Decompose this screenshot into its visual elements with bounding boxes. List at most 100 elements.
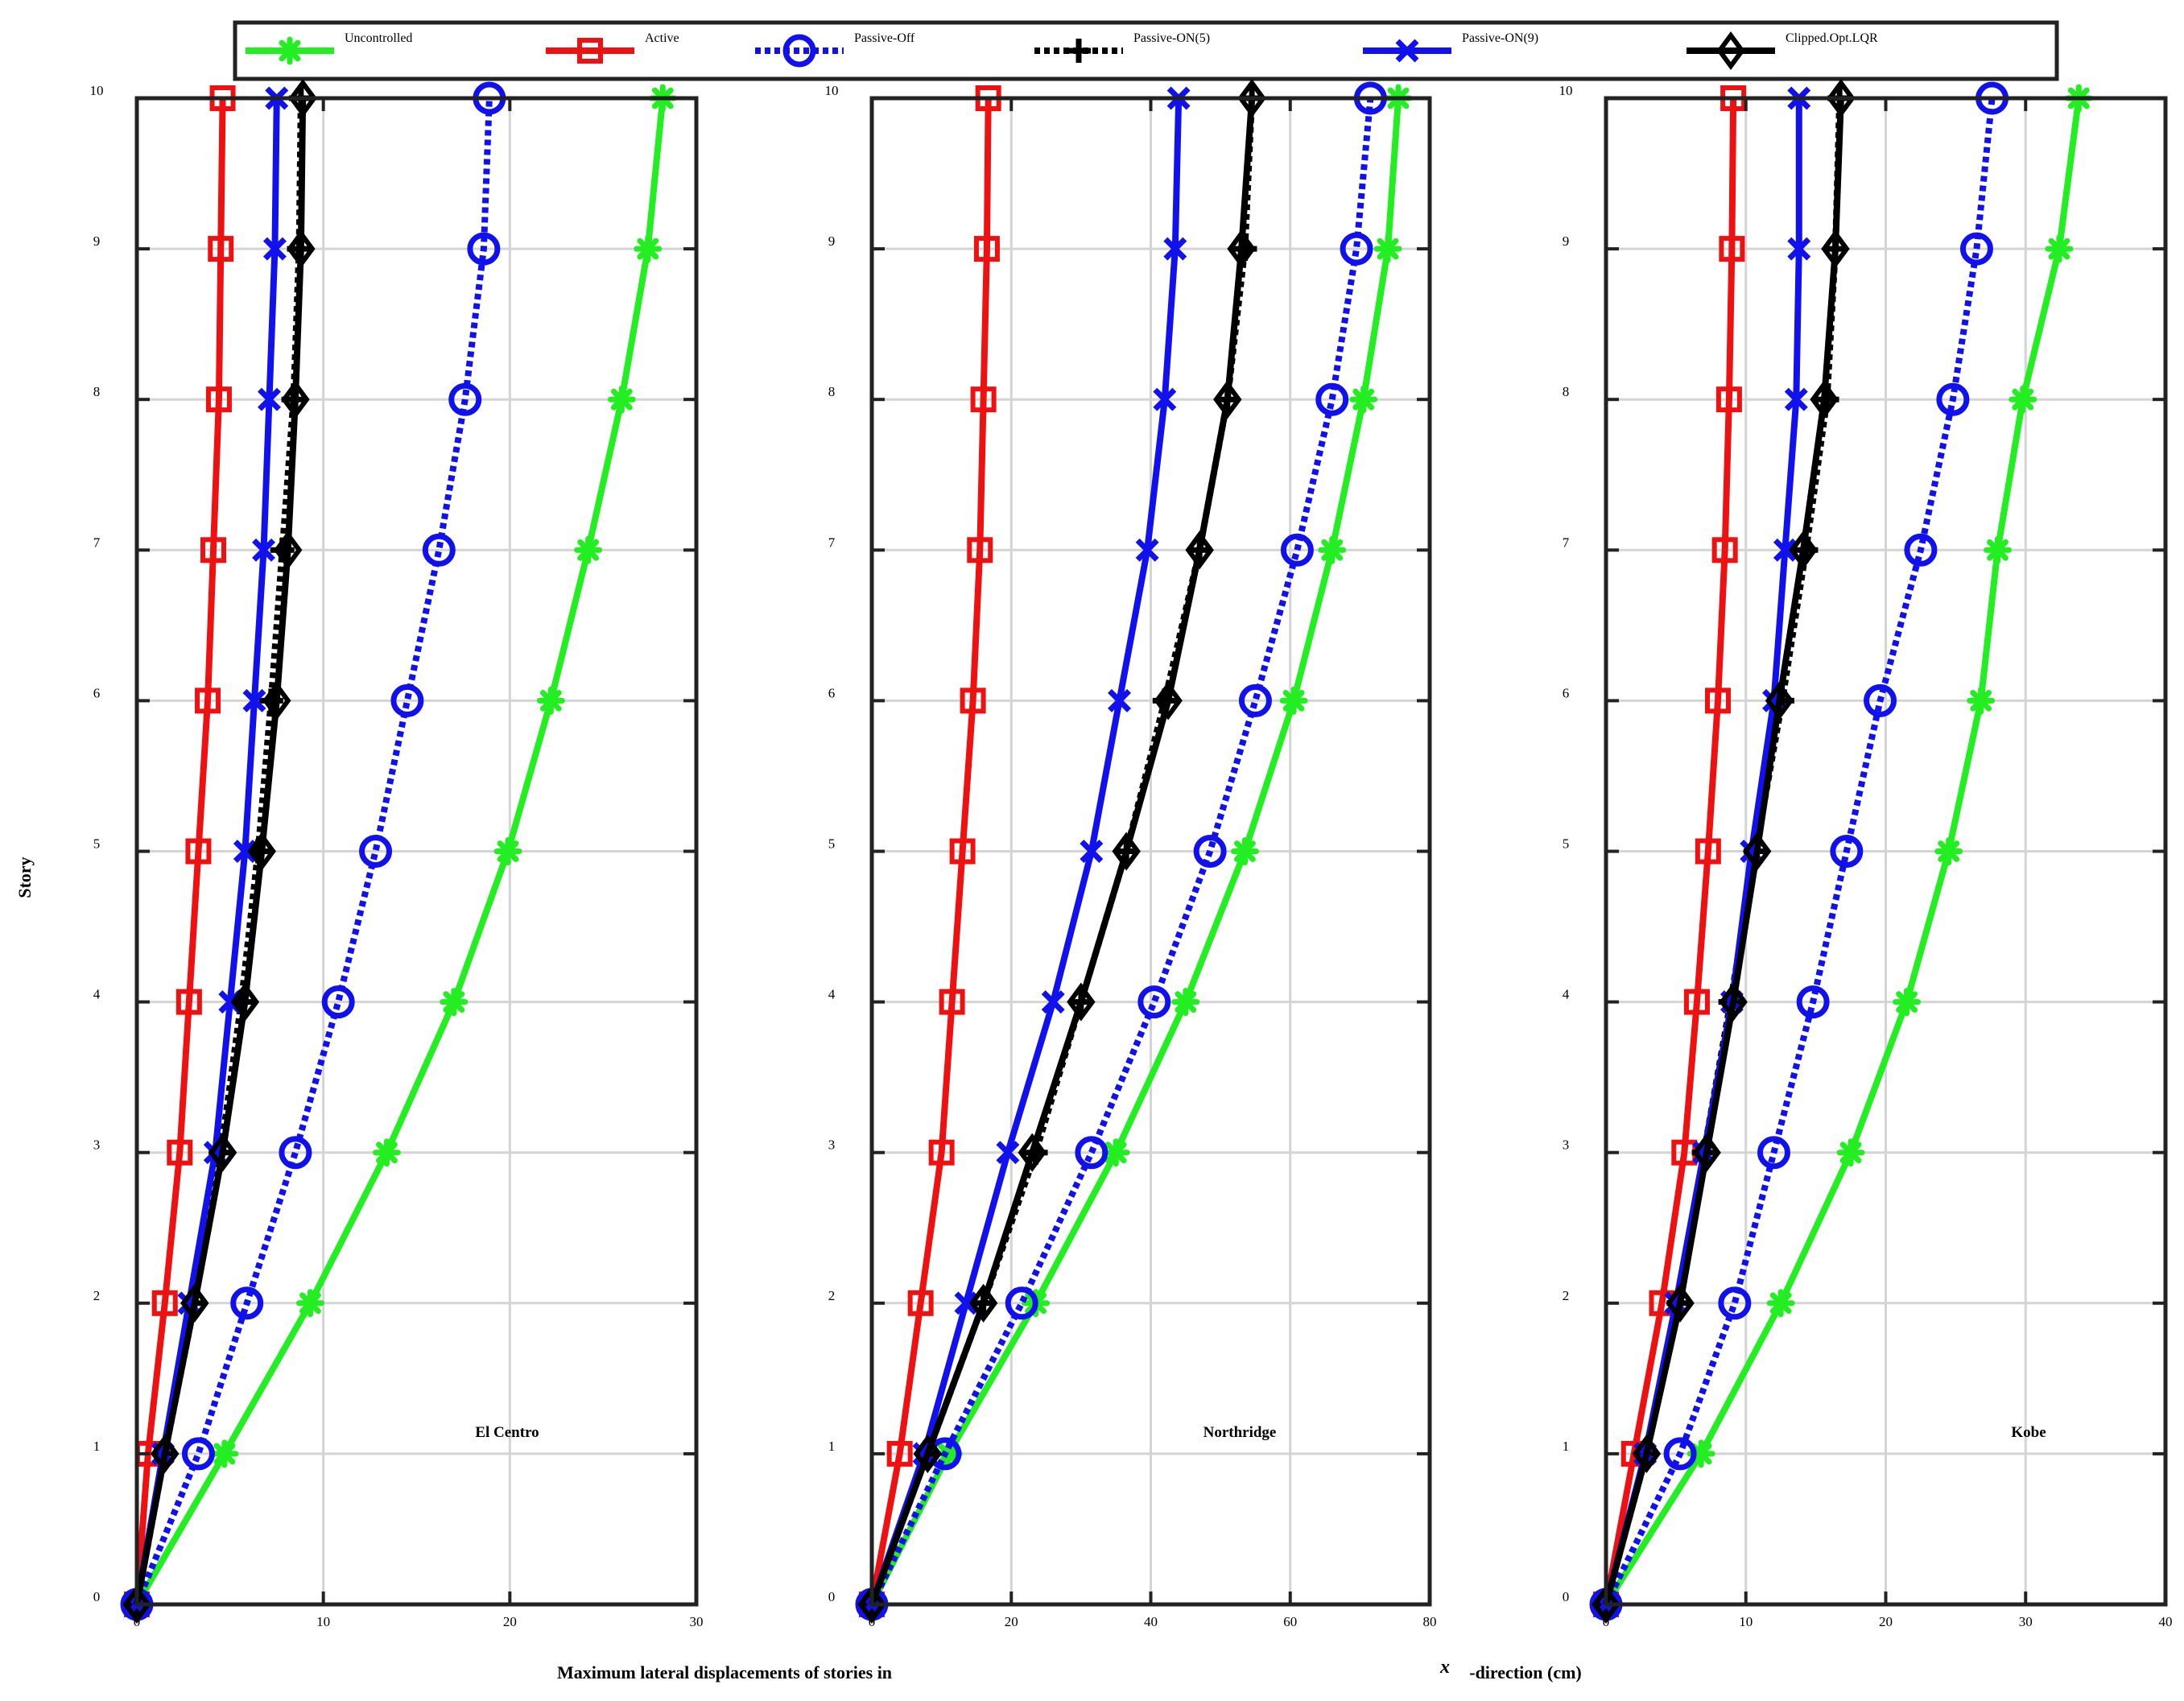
marker-clipped [1719,982,1748,1022]
marker-clipped [913,1434,943,1473]
marker-clipped [122,1584,151,1625]
marker-active [970,386,997,413]
series-line-clipped [1603,97,1844,1606]
legend-label-passive_on9: Passive-ON(9) [1462,31,1538,45]
marker-clipped [1789,531,1818,570]
panel-label: Kobe [2011,1424,2046,1441]
marker-active [949,838,976,865]
marker-active [200,537,226,564]
marker-passive_on9 [996,1141,1020,1165]
legend-label-uncontrolled: Uncontrolled [345,31,412,45]
legend-entry-clipped: Clipped.Opt.LQR [1687,31,1878,71]
marker-uncontrolled [1101,1138,1130,1167]
marker-passive_off [1005,1286,1038,1320]
x-tick-label: 80 [1423,1614,1437,1629]
y-tick-label: 10 [90,83,104,98]
y-tick-label: 0 [1563,1589,1570,1604]
y-axis-title: Story [14,857,35,898]
marker-active [205,386,232,413]
panel-kobe: 0 1 2 3 4 5 6 7 8 9 10 0 10 20 30 40 Kobe [1559,78,2173,1629]
marker-uncontrolled [1349,385,1378,414]
marker-passive_off [1193,835,1227,868]
marker-clipped [1185,531,1214,570]
legend-label-passive_on5: Passive-ON(5) [1133,31,1210,45]
legend-marker-uncontrolled [275,36,304,65]
marker-active [175,989,202,1015]
marker-passive_off [1864,683,1897,717]
marker-uncontrolled [1279,686,1308,715]
marker-passive_on9 [1041,990,1065,1014]
legend-entry-passive_on5: Passive-ON(5) [1034,31,1210,63]
marker-active [185,838,212,865]
marker-passive_off [1137,985,1171,1019]
y-tick-label: 4 [828,987,836,1002]
marker-active [1715,386,1742,413]
marker-clipped [1632,1434,1662,1473]
marker-clipped [857,1584,886,1625]
marker-uncontrolled [607,385,636,414]
y-tick-label: 0 [828,1589,836,1604]
marker-clipped [287,229,316,269]
legend-entry-active: Active [546,31,679,64]
marker-passive_off [1075,1136,1109,1170]
marker-uncontrolled [295,1289,324,1318]
legend-label-passive_off: Passive-Off [854,31,915,45]
marker-passive_on9 [1153,387,1177,411]
y-tick-label: 3 [828,1137,836,1153]
marker-uncontrolled [536,686,565,715]
y-tick-label: 2 [828,1288,836,1303]
y-tick-label: 4 [1563,987,1570,1002]
marker-uncontrolled [2009,385,2037,414]
marker-uncontrolled [372,1138,401,1167]
series-line-passive_off [1603,97,1996,1606]
marker-passive_off [1340,232,1373,266]
marker-clipped [1827,78,1856,118]
marker-passive_on9 [954,1291,978,1315]
marker-passive_off [390,683,424,717]
marker-passive_off [1959,232,1993,266]
y-tick-label: 0 [93,1589,101,1604]
marker-passive_off [1280,533,1314,567]
marker-passive_on9 [1773,538,1797,562]
marker-passive_on9 [1135,538,1159,562]
marker-passive_on9 [1108,688,1131,712]
x-axis-title-part1: Maximum lateral displacements of stories… [557,1662,892,1682]
marker-active [167,1139,193,1166]
marker-passive_off [321,985,355,1019]
y-tick-label: 6 [1563,685,1570,700]
y-tick-label: 8 [1563,384,1570,399]
marker-clipped [230,982,260,1022]
legend-marker-passive_on9 [1395,39,1419,63]
y-tick-label: 7 [1563,535,1570,550]
marker-clipped [151,1434,180,1473]
marker-active [960,687,986,714]
series-line-active [869,97,992,1605]
marker-active [1719,236,1745,262]
marker-clipped [1213,380,1242,419]
marker-passive_off [1796,985,1830,1019]
legend-label-clipped: Clipped.Opt.LQR [1786,31,1878,45]
marker-clipped [281,380,310,419]
marker-passive_off [448,382,482,416]
marker-passive_on9 [242,688,266,712]
marker-uncontrolled [440,988,469,1017]
marker-passive_off [181,1437,215,1471]
x-tick-label: 0 [1603,1614,1610,1629]
x-tick-label: 60 [1283,1614,1297,1629]
marker-clipped [1692,1133,1721,1172]
marker-passive_off [1904,533,1938,567]
marker-uncontrolled [1373,234,1402,263]
marker-clipped [1592,1584,1620,1625]
legend-marker-passive_off [782,34,816,68]
marker-passive_off [1936,382,1970,416]
marker-clipped [247,832,276,871]
marker-clipped [208,1133,237,1172]
y-tick-label: 7 [828,535,836,550]
legend-marker-clipped [1716,31,1745,71]
marker-clipped [288,78,317,118]
marker-active [1683,989,1710,1015]
marker-active [151,1290,178,1316]
marker-clipped [1067,982,1096,1022]
panel-el-centro: 0 1 2 3 4 5 6 7 8 9 10 0 10 20 30 El Centro [90,78,704,1629]
marker-active [939,989,965,1015]
